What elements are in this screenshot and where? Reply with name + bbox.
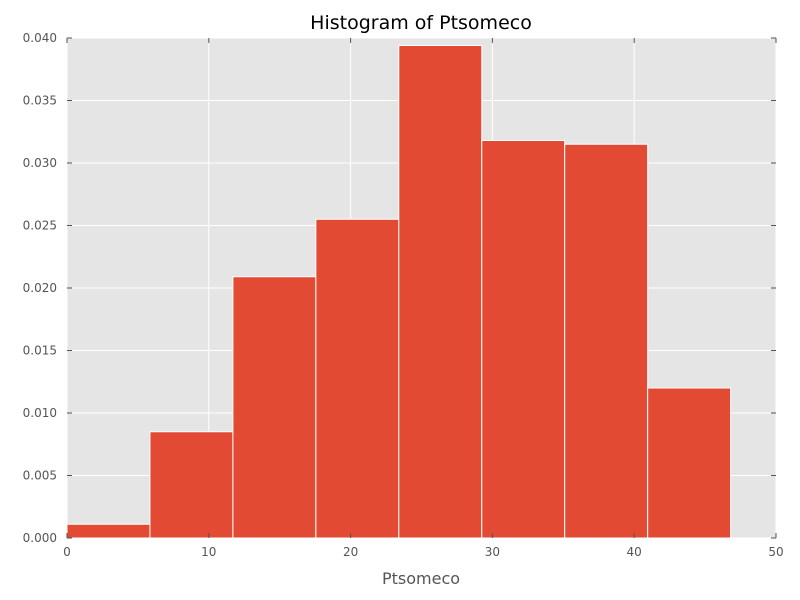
x-tick-label: 40 [627, 545, 642, 559]
y-tick-label: 0.005 [23, 469, 57, 483]
y-tick-label: 0.025 [23, 219, 57, 233]
y-tick-label: 0.015 [23, 344, 57, 358]
x-axis-label: Ptsomeco [382, 569, 460, 588]
histogram-bar [564, 143, 649, 539]
x-tick-label: 20 [343, 545, 358, 559]
histogram-bar [481, 140, 566, 539]
histogram-bar [398, 45, 483, 539]
tick-labels: 0 10 20 30 40 50 0.000 0.005 0.010 0.015 0.020 0.02… [23, 31, 784, 559]
y-tick-label: 0.030 [23, 156, 57, 170]
histogram-bar [66, 523, 151, 539]
x-tick-label: 30 [485, 545, 500, 559]
histogram-bar [315, 218, 400, 539]
x-tick-label: 50 [768, 545, 783, 559]
x-tick-label: 10 [201, 545, 216, 559]
histogram-bar [149, 431, 234, 539]
histogram-bar [647, 387, 732, 539]
chart-title: Histogram of Ptsomeco [310, 12, 532, 34]
y-tick-label: 0.020 [23, 281, 57, 295]
tick-marks [66, 37, 777, 539]
y-tick-label: 0.035 [23, 94, 57, 108]
y-tick-label: 0.040 [23, 31, 57, 45]
y-tick-label: 0.010 [23, 406, 57, 420]
x-tick-label: 0 [63, 545, 71, 559]
y-tick-label: 0.000 [23, 531, 57, 545]
bars [66, 45, 732, 539]
histogram-bar [232, 276, 317, 539]
